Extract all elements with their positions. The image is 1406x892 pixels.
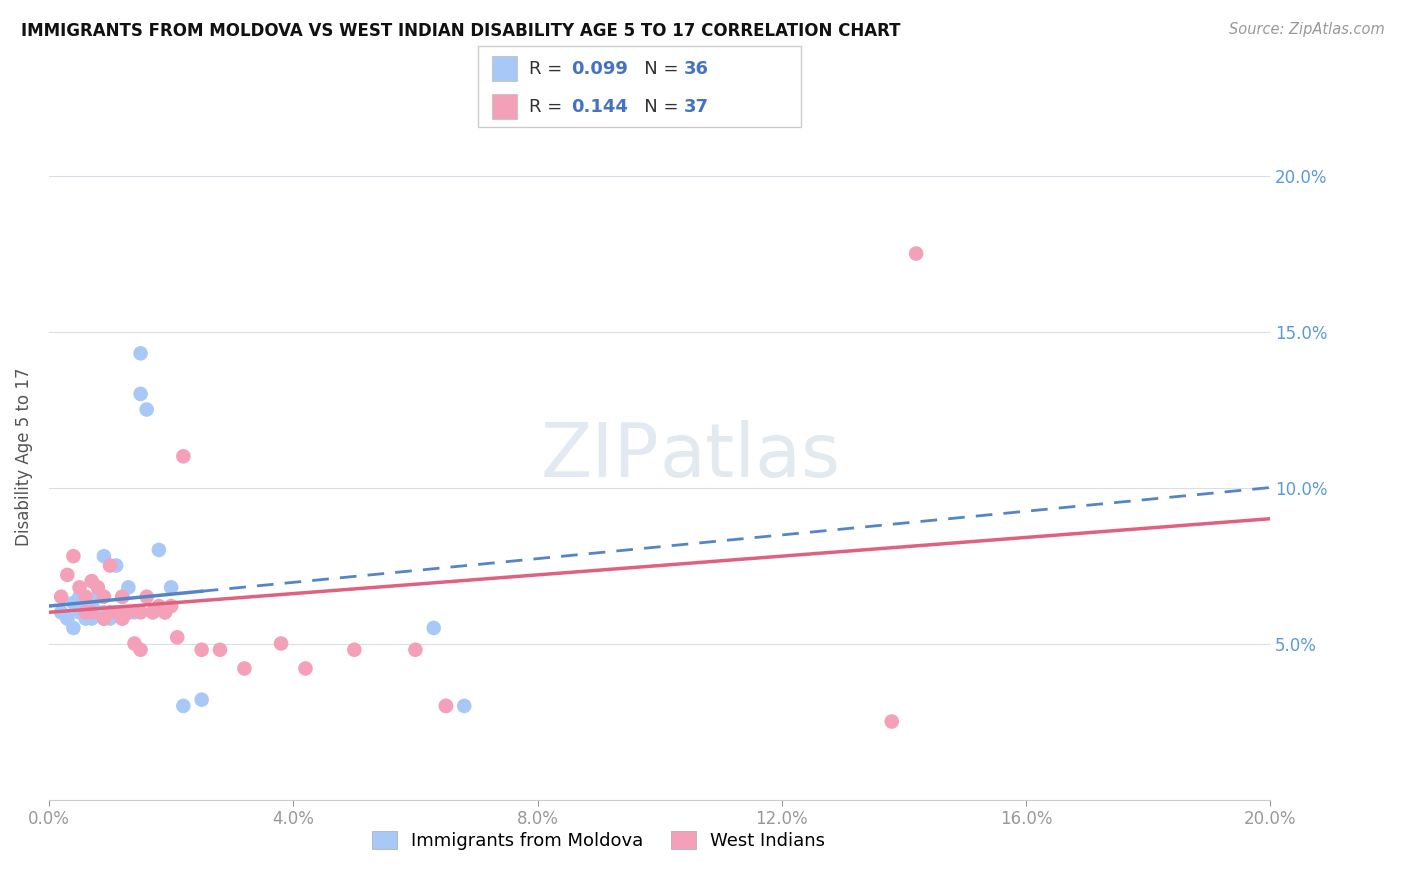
Text: 0.144: 0.144 [571, 97, 627, 116]
Point [142, 605, 165, 619]
Point [117, 605, 139, 619]
Point [124, 605, 146, 619]
Point [105, 605, 128, 619]
Point [87, 580, 110, 594]
Point [148, 599, 170, 613]
Point [56, 611, 79, 625]
Point [343, 642, 366, 657]
Point [62, 549, 84, 563]
Text: 36: 36 [683, 60, 709, 78]
Point [148, 542, 170, 557]
Point [453, 698, 475, 713]
Point [434, 698, 457, 713]
Text: N =: N = [627, 97, 685, 116]
Point [93, 590, 115, 604]
Point [75, 599, 97, 613]
Text: IMMIGRANTS FROM MOLDOVA VS WEST INDIAN DISABILITY AGE 5 TO 17 CORRELATION CHART: IMMIGRANTS FROM MOLDOVA VS WEST INDIAN D… [21, 22, 901, 40]
Point [87, 590, 110, 604]
Point [87, 605, 110, 619]
Point [80, 611, 103, 625]
Point [62, 621, 84, 635]
Text: ZIP: ZIP [541, 420, 659, 492]
Text: R =: R = [529, 97, 568, 116]
Point [129, 642, 152, 657]
Point [111, 590, 134, 604]
Point [153, 605, 176, 619]
Point [153, 605, 176, 619]
Point [80, 599, 103, 613]
Point [98, 558, 121, 573]
Point [80, 605, 103, 619]
Point [129, 346, 152, 360]
Point [190, 692, 212, 706]
Point [75, 605, 97, 619]
Point [98, 611, 121, 625]
Point [172, 450, 194, 464]
Point [172, 698, 194, 713]
Point [105, 605, 128, 619]
Point [69, 605, 91, 619]
Point [93, 549, 115, 563]
Point [135, 402, 157, 417]
Point [111, 590, 134, 604]
Text: N =: N = [627, 60, 685, 78]
Point [190, 642, 212, 657]
Point [98, 605, 121, 619]
Point [80, 574, 103, 588]
Point [160, 599, 183, 613]
Point [208, 642, 231, 657]
Point [129, 605, 152, 619]
Point [51, 605, 73, 619]
Point [270, 636, 292, 650]
Point [117, 605, 139, 619]
Point [135, 590, 157, 604]
Text: 37: 37 [683, 97, 709, 116]
Point [142, 605, 165, 619]
Point [62, 596, 84, 610]
Point [160, 580, 183, 594]
Point [905, 246, 928, 260]
Point [880, 714, 903, 729]
Point [404, 642, 426, 657]
Point [69, 580, 91, 594]
Point [75, 611, 97, 625]
Point [166, 630, 188, 644]
Point [129, 387, 152, 401]
Point [233, 661, 256, 675]
Text: 0.099: 0.099 [571, 60, 627, 78]
Point [93, 611, 115, 625]
Point [434, 698, 457, 713]
Point [294, 661, 316, 675]
Point [117, 580, 139, 594]
Point [75, 590, 97, 604]
Text: R =: R = [529, 60, 568, 78]
Point [111, 611, 134, 625]
Point [56, 567, 79, 582]
Point [69, 590, 91, 604]
Point [51, 590, 73, 604]
Point [105, 558, 128, 573]
Point [93, 605, 115, 619]
Legend: Immigrants from Moldova, West Indians: Immigrants from Moldova, West Indians [363, 822, 835, 859]
Point [111, 611, 134, 625]
Point [422, 621, 444, 635]
Text: Source: ZipAtlas.com: Source: ZipAtlas.com [1229, 22, 1385, 37]
Text: atlas: atlas [659, 420, 841, 492]
Point [98, 605, 121, 619]
Y-axis label: Disability Age 5 to 17: Disability Age 5 to 17 [15, 368, 32, 546]
Point [93, 611, 115, 625]
Point [124, 636, 146, 650]
